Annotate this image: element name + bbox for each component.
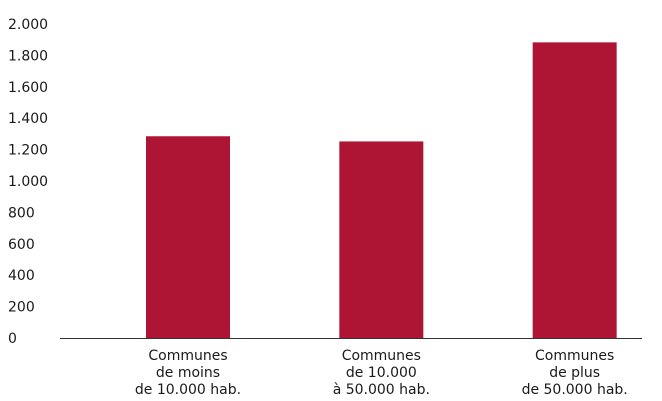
x-category-label: Communes de plus de 50.000 hab. (522, 348, 628, 398)
bar (339, 141, 424, 338)
x-category-label: Communes de moins de 10.000 hab. (135, 348, 241, 398)
bar (146, 136, 230, 338)
x-category-label-line: à 50.000 hab. (333, 382, 430, 398)
y-tick-label: 1.200 (8, 143, 48, 159)
y-tick-label: 1.600 (8, 80, 48, 96)
y-tick-label: 800 (8, 205, 35, 221)
x-category-label-line: de 10.000 hab. (135, 382, 241, 398)
y-tick-label: 2.000 (8, 17, 48, 33)
bars (146, 42, 617, 339)
x-category-label-line: de 50.000 hab. (522, 382, 628, 398)
y-tick-label: 400 (8, 268, 35, 284)
x-category-label: Communes de 10.000 à 50.000 hab. (333, 348, 430, 398)
x-category-label-line: de moins (156, 365, 220, 381)
x-category-label-line: Communes (148, 348, 227, 364)
x-category-label-line: Communes (342, 348, 421, 364)
x-category-label-line: de plus (549, 365, 600, 381)
y-tick-label: 1.800 (8, 48, 48, 64)
y-tick-label: 1.000 (8, 174, 48, 190)
bar (532, 42, 617, 339)
x-category-label-line: Communes (535, 348, 614, 364)
y-tick-label: 1.400 (8, 111, 48, 127)
y-tick-label: 0 (8, 331, 17, 347)
x-category-label-line: de 10.000 (346, 365, 417, 381)
y-axis-tick-labels: 0 200 400 600 800 1.000 1.200 1.400 1.600 1.800 2.… (8, 17, 48, 347)
y-tick-label: 600 (8, 237, 35, 253)
y-tick-label: 200 (8, 300, 35, 316)
x-axis-category-labels: Communes de moins de 10.000 hab.Communes de… (135, 348, 628, 398)
